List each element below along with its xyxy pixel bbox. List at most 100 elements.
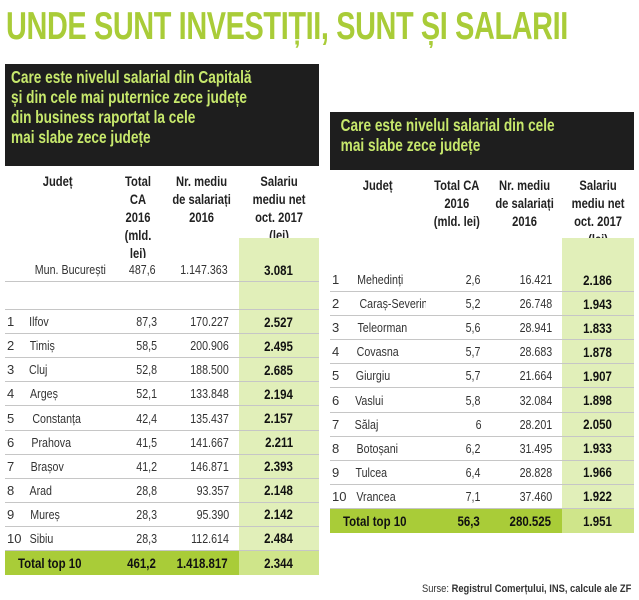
- rank-number: 4: [332, 344, 340, 360]
- salary-value: 1.943: [583, 295, 613, 312]
- total-label: Total top 10: [342, 512, 407, 529]
- county-name: 3 Cluj: [7, 362, 48, 378]
- table-row: 2 Timiș 58,5 200.906 2.495: [5, 334, 319, 359]
- rank-number: 8: [7, 482, 15, 498]
- sources-footer: Surse: Registrul Comerțului, INS, calcul…: [422, 583, 631, 595]
- employees-value: 32.084: [519, 392, 553, 408]
- employees-value: 188.500: [190, 362, 229, 378]
- header-total-ca: Total CA 2016 (mld. lei): [124, 173, 152, 258]
- employees-value: 133.848: [190, 386, 229, 402]
- county-name: 8 Botoșani: [332, 440, 399, 456]
- total-ca-value: 28,8: [135, 482, 157, 498]
- headline: UNDE SUNT INVESTIȚII, SUNT ȘI SALARII: [6, 5, 568, 48]
- salary-value: 2.142: [264, 506, 294, 523]
- weakest-counties-table: Care este nivelul salarial din cele mai …: [330, 112, 634, 533]
- salary-value: 2.495: [264, 337, 294, 354]
- employees-value: 146.871: [190, 458, 229, 474]
- total-employees-value: 1.418.817: [176, 555, 228, 572]
- county-name: 7 Sălaj: [332, 416, 379, 432]
- employees-value: 31.495: [519, 440, 553, 456]
- salary-value: 2.186: [583, 271, 613, 288]
- strongest-counties-table: Care este nivelul salarial din Capitală …: [5, 64, 319, 576]
- total-label: Total top 10: [17, 555, 82, 572]
- separator-row: [5, 282, 319, 311]
- table-row: 5 Constanța 42,4 135.437 2.157: [5, 406, 319, 431]
- total-ca-value: 6: [475, 416, 482, 432]
- rank-number: 5: [7, 410, 15, 426]
- rank-number: 6: [7, 434, 15, 450]
- county-name: 9 Mureș: [7, 506, 60, 522]
- rank-number: 2: [332, 296, 340, 312]
- total-ca-value: 28,3: [135, 506, 157, 522]
- total-ca-value: 487,6: [129, 262, 157, 278]
- county-name: 5 Constanța: [7, 410, 81, 426]
- table-row: 10 Sibiu 28,3 112.614 2.484: [5, 527, 319, 552]
- table-row: 10 Vrancea 7,1 37.460 1.922: [330, 485, 634, 509]
- county-name: 6 Vaslui: [332, 392, 384, 408]
- total-ca-value: 28,3: [135, 530, 157, 546]
- rank-number: 6: [332, 392, 340, 408]
- header-county: Județ: [363, 177, 393, 193]
- total-salary-value: 1.951: [562, 508, 634, 533]
- county-name: 4 Argeș: [7, 386, 58, 402]
- employees-value: 16.421: [519, 272, 553, 288]
- salary-highlight-column: [562, 238, 634, 533]
- total-ca-value: 2,6: [465, 272, 481, 288]
- county-name: 8 Arad: [7, 482, 52, 498]
- employees-value: 200.906: [190, 338, 229, 354]
- right-subtitle-box: Care este nivelul salarial din cele mai …: [330, 112, 634, 170]
- capital-row: Mun. București 487,6 1.147.363 3.081: [5, 258, 319, 283]
- total-ca-value: 6,2: [465, 440, 481, 456]
- table-row: 2 Caraș-Severin 5,2 26.748 1.943: [330, 292, 634, 317]
- table-row: 9 Mureș 28,3 95.390 2.142: [5, 503, 319, 527]
- rank-number: 2: [7, 338, 15, 354]
- rank-number: 3: [7, 362, 15, 378]
- county-name: 10 Vrancea: [332, 488, 396, 504]
- employees-value: 28.828: [519, 464, 553, 480]
- employees-value: 112.614: [191, 530, 229, 546]
- total-ca-value: 6,4: [465, 464, 481, 480]
- salary-value: 2.157: [264, 410, 294, 427]
- left-subtitle: Care este nivelul salarial din Capitală …: [11, 67, 252, 147]
- employees-value: 93.357: [196, 482, 230, 498]
- total-ca-value: 7,1: [465, 488, 481, 504]
- table-row: 7 Brașov 41,2 146.871 2.393: [5, 455, 319, 479]
- table-row: 6 Vaslui 5,8 32.084 1.898: [330, 388, 634, 413]
- table-row: 9 Tulcea 6,4 28.828 1.966: [330, 461, 634, 485]
- salary-value: 2.685: [264, 361, 294, 378]
- employees-value: 1.147.363: [180, 262, 228, 278]
- employees-value: 37.460: [519, 488, 553, 504]
- salary-value: 1.907: [583, 367, 613, 384]
- employees-value: 170.227: [190, 314, 229, 330]
- total-ca-value: 461,2: [127, 555, 156, 572]
- rank-number: 8: [332, 440, 340, 456]
- employees-value: 21.664: [519, 368, 553, 384]
- employees-value: 28.683: [519, 344, 553, 360]
- rank-number: 1: [332, 272, 340, 288]
- county-name: 2 Timiș: [7, 338, 55, 354]
- sources-prefix: Surse:: [421, 583, 452, 595]
- rank-number: 9: [7, 506, 15, 522]
- header-salary: Salariu mediu net oct. 2017 (lei): [252, 173, 306, 243]
- rank-number: 9: [332, 464, 340, 480]
- total-salary-value: 2.344: [239, 551, 319, 576]
- employees-value: 141.667: [190, 434, 229, 450]
- total-ca-value: 52,1: [135, 386, 157, 402]
- table-row: 5 Giurgiu 5,7 21.664 1.907: [330, 364, 634, 389]
- table-row: 4 Argeș 52,1 133.848 2.194: [5, 382, 319, 407]
- county-name: 4 Covasna: [332, 344, 399, 360]
- salary-value: 1.933: [583, 440, 613, 457]
- salary-value: 2.211: [264, 434, 294, 451]
- salary-value: 2.393: [264, 458, 294, 475]
- county-name: 6 Prahova: [7, 434, 72, 450]
- salary-value: 2.148: [264, 482, 294, 499]
- sources-text: Registrul Comerțului, INS, calcule ale Z…: [451, 583, 631, 595]
- table-row: 3 Cluj 52,8 188.500 2.685: [5, 358, 319, 383]
- salary-value: 1.966: [583, 464, 613, 481]
- total-ca-value: 52,8: [135, 362, 157, 378]
- right-total-row: Total top 10 56,3 280.525 1.951: [330, 508, 634, 533]
- total-ca-value: 41,2: [135, 458, 157, 474]
- salary-value: 1.878: [583, 343, 613, 360]
- salary-value: 2.050: [583, 416, 613, 433]
- salary-value: 2.527: [264, 313, 294, 330]
